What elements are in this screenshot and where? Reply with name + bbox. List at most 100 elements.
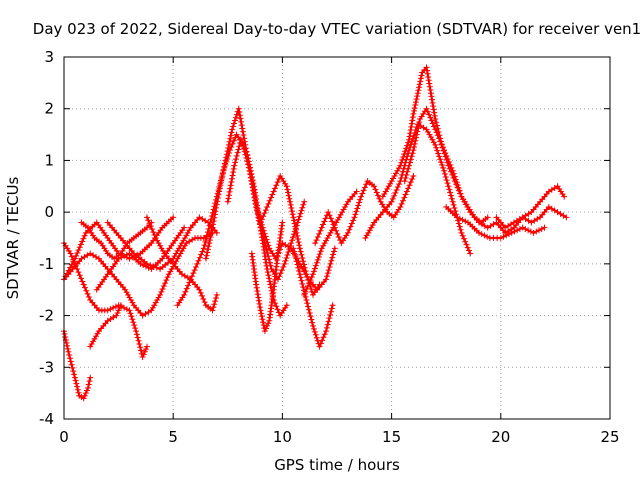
data-point [428,117,435,124]
data-point [292,223,299,230]
data-point [204,232,211,239]
data-point [211,214,218,221]
data-point [254,202,261,209]
data-point [297,210,304,217]
data-point [215,191,222,198]
data-point [151,302,158,309]
data-point [427,90,434,97]
data-point [277,270,284,277]
data-point [305,306,312,313]
data-point [197,289,204,296]
data-point [238,122,245,129]
data-point [260,319,267,326]
data-point [333,227,340,234]
data-point [273,182,280,189]
data-point [335,233,342,240]
data-point [340,206,347,213]
data-point [445,183,452,190]
data-point [203,252,210,259]
data-point [199,248,206,255]
data-point [262,253,269,260]
data-point [204,246,211,253]
data-point [354,205,361,212]
data-point [90,338,97,345]
data-point [65,348,72,355]
data-point [397,203,404,210]
data-point [93,333,100,340]
data-point [328,305,335,312]
data-point [503,232,510,239]
data-point [235,146,242,153]
data-point [417,75,424,82]
data-point [187,276,194,283]
data-point [115,255,122,262]
data-point [444,155,451,162]
series-line [62,231,214,317]
data-point [241,146,248,153]
data-point [433,144,440,151]
data-point [228,179,235,186]
data-point [301,291,308,298]
data-point [438,141,445,148]
data-point [202,255,209,262]
data-point [247,167,254,174]
y-axis-label: SDTVAR / TECUs [4,176,22,299]
data-point [84,290,91,297]
data-point [234,149,241,156]
series-trace-6 [93,224,188,293]
y-tick-label: 1 [44,151,54,169]
data-point [323,237,330,244]
data-point [412,102,419,109]
series-trace-8 [143,214,220,314]
data-point [300,261,307,268]
data-point [439,144,446,151]
series-trace-2 [61,240,150,360]
data-point [250,180,257,187]
data-point [313,334,320,341]
data-point [249,173,256,180]
data-point [254,288,261,295]
data-point [253,284,260,291]
data-point [457,190,464,197]
data-point [329,302,336,309]
data-point [312,262,319,269]
data-point [143,343,150,350]
data-point [423,64,430,71]
data-point [339,209,346,216]
data-point [79,238,86,245]
data-point [200,296,207,303]
data-point [433,122,440,129]
data-point [406,182,413,189]
data-point [231,120,238,127]
data-point [139,353,146,360]
data-point [274,179,281,186]
data-point [292,226,299,233]
data-point [508,229,515,236]
data-point [304,300,311,307]
data-point [254,291,261,298]
data-point [267,281,274,288]
data-point [324,235,331,241]
data-point [198,251,205,258]
data-point [427,86,434,93]
series-trace-16 [301,188,360,298]
data-point [213,229,220,236]
data-point [181,224,188,231]
data-point [80,395,87,402]
data-point [314,256,321,263]
data-point [522,225,529,232]
data-point [265,320,272,327]
data-point [295,239,302,246]
data-point [462,238,469,245]
data-point [449,198,456,205]
data-point [306,309,313,316]
data-point [208,230,215,237]
data-point [391,172,398,179]
data-point [126,294,133,301]
data-point [233,152,240,159]
data-point [390,175,397,182]
x-tick-label: 15 [382,428,401,446]
data-point [307,313,314,320]
data-point [446,158,453,165]
data-point [408,120,415,127]
